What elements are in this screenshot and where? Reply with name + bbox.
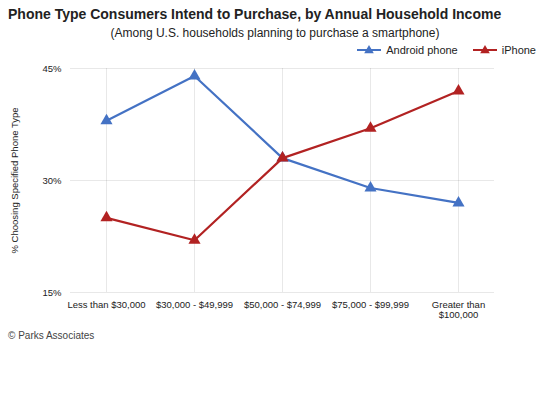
html-text:iPhone: iPhone xyxy=(501,43,536,56)
html-text:© Parks Associates: © Parks Associates xyxy=(8,329,95,341)
svg-text:$50,000 - $74,999: $50,000 - $74,999 xyxy=(244,299,321,310)
svg-text:30%: 30% xyxy=(42,174,62,185)
svg-text:45%: 45% xyxy=(42,62,62,73)
svg-text:% Choosing Specified Phone Typ: % Choosing Specified Phone Type xyxy=(9,107,20,253)
svg-text:Greater than$100,000: Greater than$100,000 xyxy=(432,299,485,320)
html-text:Android phone: Android phone xyxy=(386,43,458,56)
svg-text:$75,000 - $99,999: $75,000 - $99,999 xyxy=(332,299,409,310)
svg-text:15%: 15% xyxy=(42,286,62,297)
html-text:Phone Type Consumers Intend to: Phone Type Consumers Intend to Purchase,… xyxy=(8,6,502,22)
html-text:(Among U.S. households plannin: (Among U.S. households planning to purch… xyxy=(110,25,440,40)
svg-text:Less than $30,000: Less than $30,000 xyxy=(67,299,145,310)
svg-text:$30,000 - $49,999: $30,000 - $49,999 xyxy=(156,299,233,310)
